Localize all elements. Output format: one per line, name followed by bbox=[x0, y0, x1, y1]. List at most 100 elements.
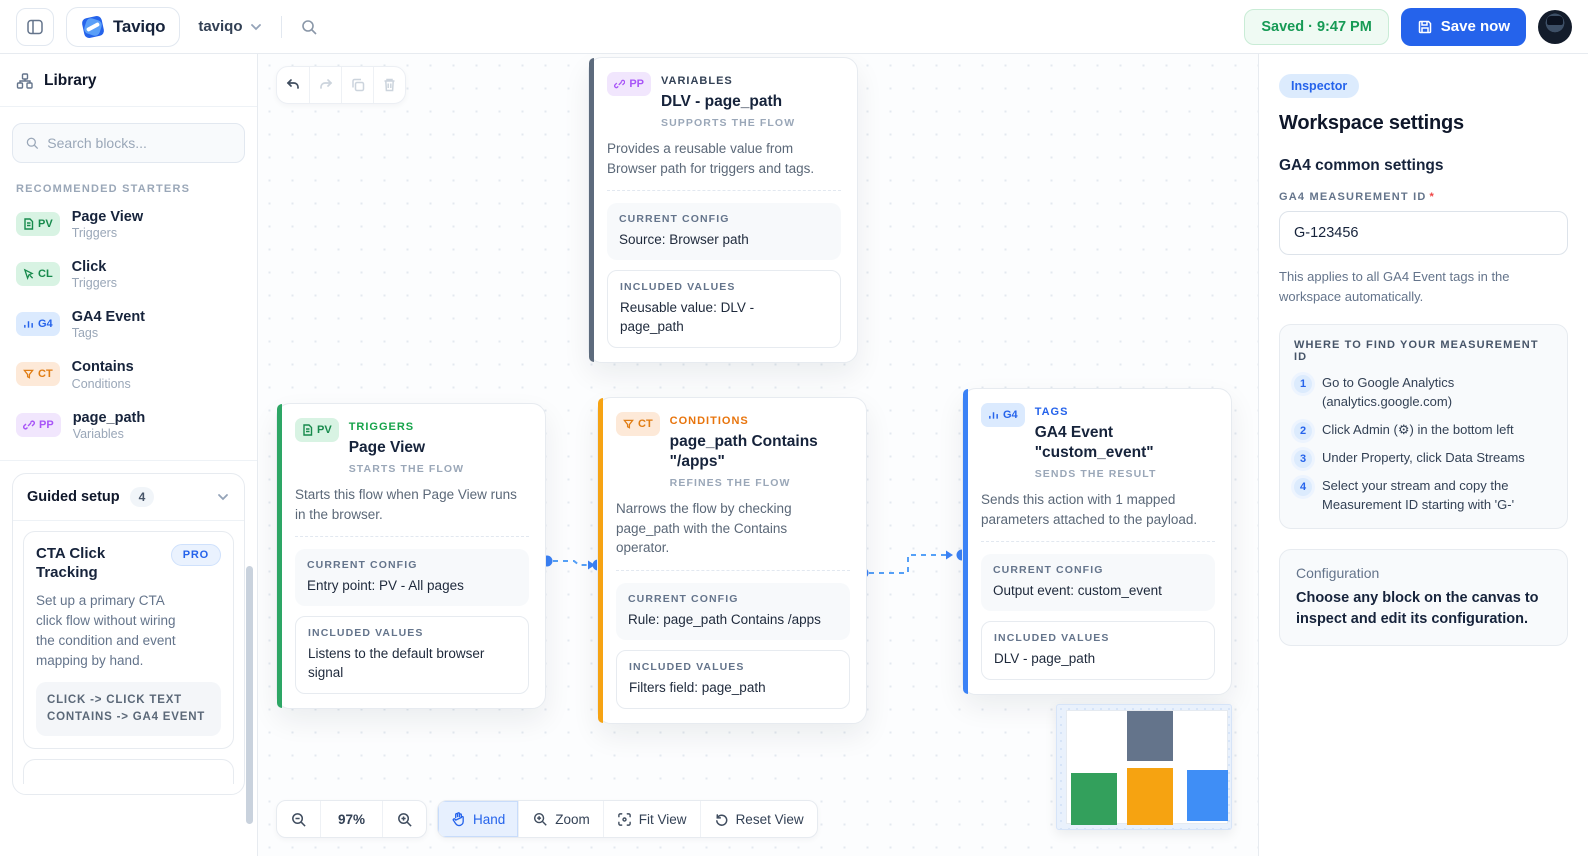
fit-view-label: Fit View bbox=[638, 811, 687, 827]
bar-chart-icon bbox=[24, 321, 33, 328]
config-value: Rule: page_path Contains /apps bbox=[628, 611, 821, 627]
config-label: CURRENT CONFIG bbox=[628, 592, 739, 605]
starter-subtitle: Tags bbox=[71, 326, 99, 341]
node-description: Sends this action with 1 mapped paramete… bbox=[981, 492, 1198, 527]
canvas-edit-toolbar bbox=[276, 66, 406, 104]
flow-canvas[interactable]: PP VARIABLES DLV - page_path SUPPORTS TH… bbox=[258, 54, 1258, 856]
measurement-id-input[interactable] bbox=[1279, 211, 1568, 255]
required-asterisk: * bbox=[1429, 191, 1434, 203]
help-box-title: WHERE TO FIND YOUR MEASUREMENT ID bbox=[1294, 339, 1539, 363]
values-value: Listens to the default browser signal bbox=[308, 646, 485, 681]
inspector-title: Workspace settings bbox=[1279, 112, 1464, 134]
sidebar-item-page-view[interactable]: PV Page View Triggers bbox=[0, 199, 257, 249]
step-number: 2 bbox=[1294, 421, 1312, 440]
included-values-box: INCLUDED VALUES DLV - page_path bbox=[981, 621, 1215, 681]
node-title: Page View bbox=[348, 439, 426, 456]
divider bbox=[295, 536, 529, 538]
node-trigger-page-view[interactable]: PV TRIGGERS Page View STARTS THE FLOW St… bbox=[276, 403, 546, 709]
delete-button[interactable] bbox=[373, 67, 405, 103]
zoom-out-button[interactable] bbox=[277, 801, 320, 837]
link-icon bbox=[614, 79, 626, 89]
taviqo-logo-icon bbox=[81, 14, 105, 39]
reset-view-button[interactable]: Reset View bbox=[699, 801, 817, 837]
guided-card-title: CTA Click Tracking bbox=[36, 544, 106, 582]
sidebar-item-ga4-event[interactable]: G4 GA4 Event Tags bbox=[0, 299, 257, 349]
included-values-box: INCLUDED VALUES Filters field: page_path bbox=[616, 649, 850, 709]
help-step: 1 Go to Google Analytics (analytics.goog… bbox=[1294, 374, 1553, 412]
node-category: CONDITIONS bbox=[669, 415, 749, 427]
sidebar-item-contains[interactable]: CT Contains Conditions bbox=[0, 349, 257, 399]
node-tag-ga4-event[interactable]: G4 TAGS GA4 Event "custom_event" SENDS T… bbox=[962, 388, 1232, 696]
undo-button[interactable] bbox=[277, 67, 309, 103]
page-path-badge: PP bbox=[16, 412, 61, 437]
zoom-in-button[interactable] bbox=[382, 801, 426, 837]
zoom-level: 97% bbox=[320, 801, 382, 837]
help-step: 2 Click Admin (⚙) in the bottom left bbox=[1294, 421, 1553, 440]
page-view-badge: PV bbox=[16, 212, 60, 237]
search-icon[interactable] bbox=[300, 18, 318, 36]
config-label: CURRENT CONFIG bbox=[993, 564, 1104, 577]
canvas-view-controls: 97% Hand Zoom Fit bbox=[276, 800, 818, 838]
starter-title: Contains bbox=[71, 359, 134, 376]
values-label: INCLUDED VALUES bbox=[629, 660, 745, 673]
divider bbox=[0, 459, 257, 461]
node-variables-dlv-page-path[interactable]: PP VARIABLES DLV - page_path SUPPORTS TH… bbox=[588, 57, 858, 363]
workspace-name: taviqo bbox=[198, 18, 243, 35]
node-subtitle: REFINES THE FLOW bbox=[669, 477, 791, 490]
workspace-switcher[interactable]: taviqo bbox=[198, 18, 262, 35]
hand-icon bbox=[452, 812, 464, 827]
node-subtitle: STARTS THE FLOW bbox=[348, 463, 465, 476]
trigger-badge: PV bbox=[295, 418, 339, 442]
redo-button[interactable] bbox=[309, 67, 341, 103]
document-icon bbox=[303, 424, 313, 436]
header-divider bbox=[280, 15, 282, 38]
hand-tool-button[interactable]: Hand bbox=[438, 801, 519, 837]
save-now-label: Save now bbox=[1440, 18, 1510, 35]
library-sidebar: Library RECOMMENDED STARTERS PV Page Vie… bbox=[0, 54, 258, 856]
values-value: Filters field: page_path bbox=[629, 679, 766, 695]
contains-badge: CT bbox=[16, 362, 60, 387]
save-now-button[interactable]: Save now bbox=[1400, 7, 1526, 46]
fit-view-button[interactable]: Fit View bbox=[602, 801, 700, 837]
save-status-badge: Saved · 9:47 PM bbox=[1244, 8, 1389, 45]
cursor-icon bbox=[23, 268, 34, 281]
node-category: TAGS bbox=[1034, 406, 1069, 418]
sidebar-scrollbar[interactable] bbox=[246, 566, 253, 824]
sidebar-item-page-path[interactable]: PP page_path Variables bbox=[0, 400, 257, 450]
brand-button[interactable]: Taviqo bbox=[66, 6, 181, 47]
config-label: CURRENT CONFIG bbox=[307, 559, 418, 572]
document-icon bbox=[24, 218, 34, 230]
node-condition-page-path-contains[interactable]: CT CONDITIONS page_path Contains "/apps"… bbox=[597, 397, 867, 724]
starters-section-label: RECOMMENDED STARTERS bbox=[16, 183, 191, 195]
starter-title: Click bbox=[71, 259, 107, 276]
node-description: Provides a reusable value from Browser p… bbox=[607, 141, 815, 176]
configuration-label: Configuration bbox=[1296, 565, 1380, 582]
guided-setup-panel: Guided setup 4 CTA Click Tracking PRO Se… bbox=[12, 472, 245, 796]
node-category: TRIGGERS bbox=[348, 421, 415, 433]
canvas-minimap[interactable] bbox=[1056, 704, 1232, 830]
edge-arrow bbox=[588, 560, 595, 570]
sidebar-toggle-button[interactable] bbox=[16, 7, 54, 46]
link-icon bbox=[23, 420, 35, 430]
zoom-tool-button[interactable]: Zoom bbox=[518, 801, 603, 837]
values-value: Reusable value: DLV - page_path bbox=[620, 300, 755, 335]
measurement-id-help-box: WHERE TO FIND YOUR MEASUREMENT ID 1 Go t… bbox=[1279, 324, 1568, 530]
node-subtitle: SENDS THE RESULT bbox=[1034, 468, 1157, 481]
node-subtitle: SUPPORTS THE FLOW bbox=[661, 117, 796, 130]
variables-badge: PP bbox=[607, 72, 651, 96]
minimap-viewport bbox=[1066, 710, 1228, 825]
guided-card-cta-click[interactable]: CTA Click Tracking PRO Set up a primary … bbox=[23, 530, 234, 750]
values-value: DLV - page_path bbox=[994, 651, 1096, 667]
duplicate-button[interactable] bbox=[341, 67, 373, 103]
guided-card-partial[interactable] bbox=[23, 759, 234, 785]
guided-setup-header[interactable]: Guided setup 4 bbox=[13, 474, 244, 521]
block-search[interactable] bbox=[12, 123, 245, 163]
zoom-tool-icon bbox=[534, 812, 548, 826]
user-avatar[interactable] bbox=[1538, 9, 1572, 44]
help-step: 3 Under Property, click Data Streams bbox=[1294, 449, 1553, 468]
tag-badge: G4 bbox=[981, 403, 1025, 427]
search-input[interactable] bbox=[47, 135, 232, 151]
zoom-out-icon bbox=[292, 812, 306, 827]
step-text: Select your stream and copy the Measurem… bbox=[1322, 477, 1515, 512]
sidebar-item-click[interactable]: CL Click Triggers bbox=[0, 249, 257, 299]
